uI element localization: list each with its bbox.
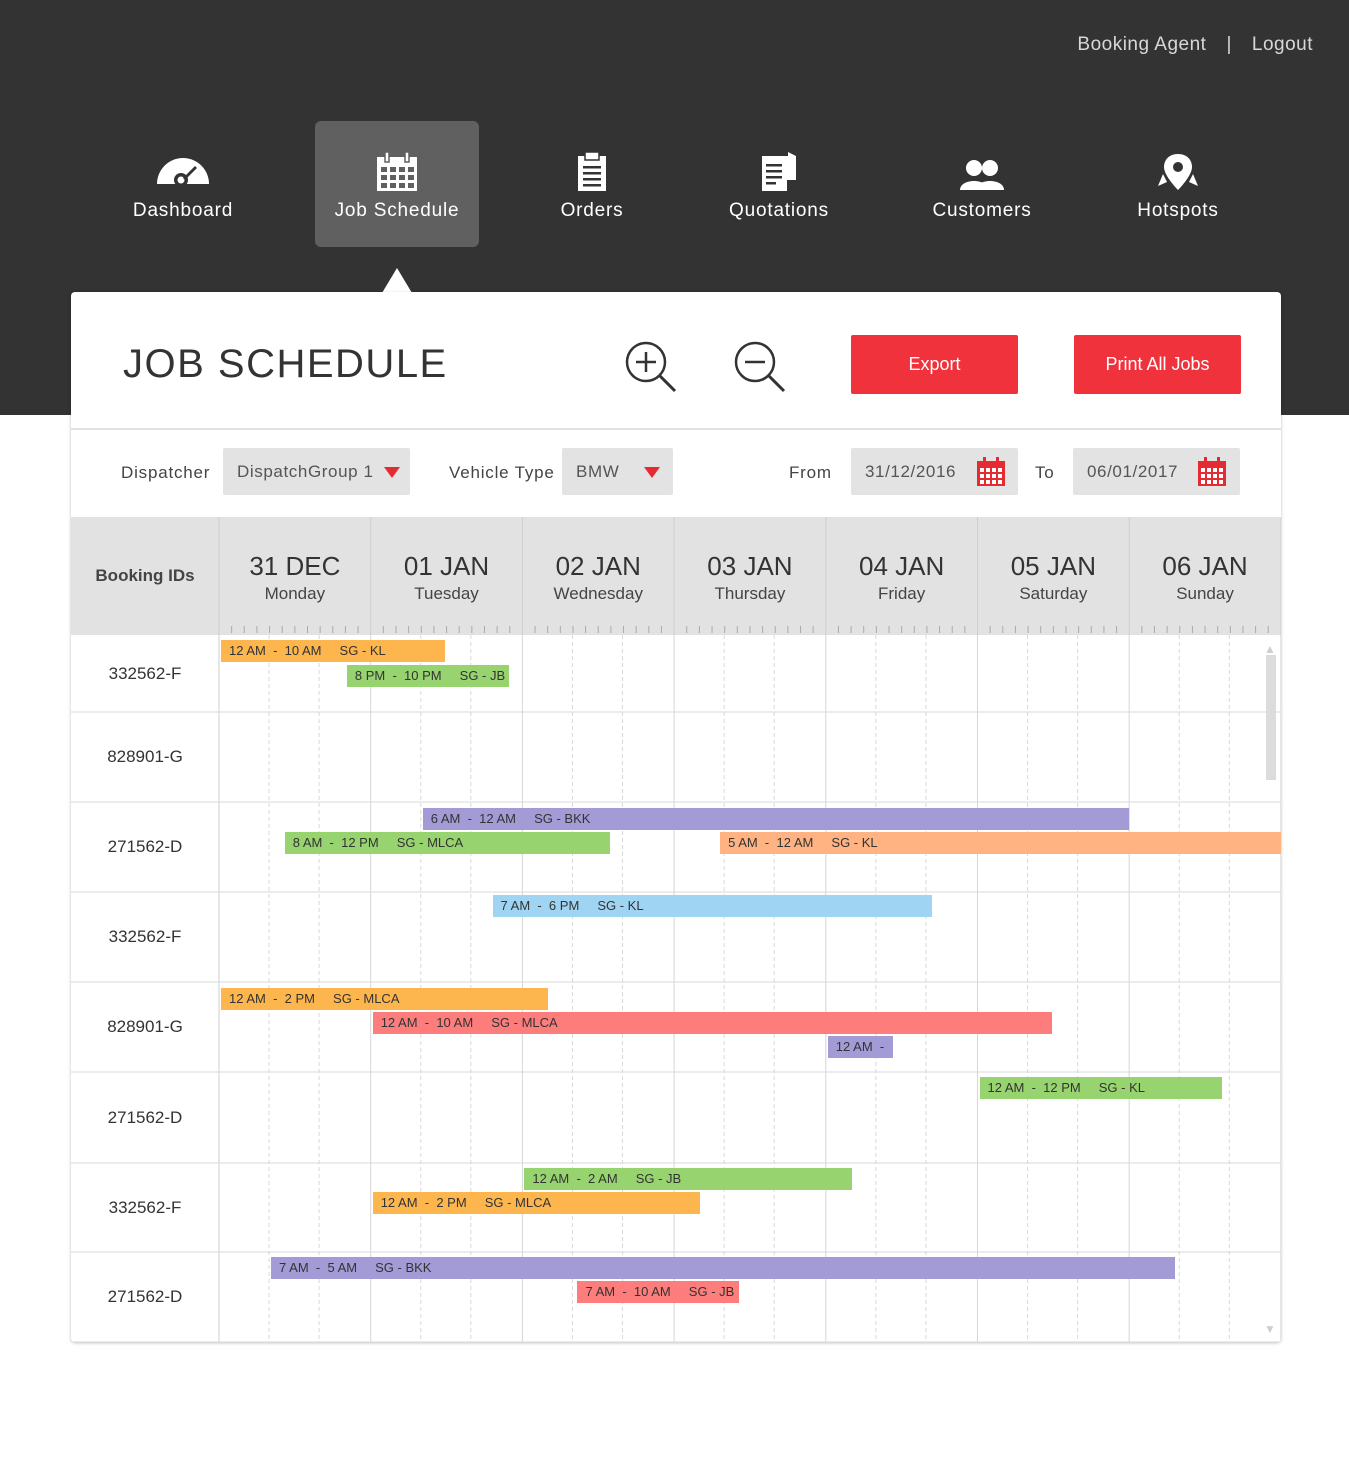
job-bar[interactable]: 7 AM - 6 PM SG - KL bbox=[492, 895, 932, 917]
day-date: 04 JAN bbox=[859, 551, 945, 581]
day-date: 01 JAN bbox=[403, 551, 490, 581]
to-label: To bbox=[1035, 463, 1055, 482]
day-date: 05 JAN bbox=[1010, 551, 1096, 581]
nav-label: Customers bbox=[932, 200, 1032, 221]
job-bar[interactable]: 7 AM - 10 AM SG - JB bbox=[577, 1281, 740, 1303]
booking-id[interactable]: 332562-F bbox=[108, 927, 182, 946]
header-divider bbox=[71, 428, 1281, 430]
from-label: From bbox=[789, 463, 832, 482]
job-bar[interactable]: 5 AM - 12 AM SG - KL bbox=[720, 832, 1281, 854]
calendar-icon bbox=[376, 151, 418, 198]
booking-id[interactable]: 828901-G bbox=[107, 1017, 183, 1036]
job-bar[interactable]: 7 AM - 5 AM SG - BKK bbox=[271, 1257, 1175, 1279]
booking-ids-header: Booking IDs bbox=[95, 566, 195, 585]
active-nav-pointer bbox=[382, 268, 412, 293]
day-weekday: Monday bbox=[264, 584, 326, 603]
nav-item-dashboard[interactable]: Dashboard bbox=[101, 121, 265, 247]
vehicle-type-value: BMW bbox=[576, 462, 620, 481]
logout-link[interactable]: Logout bbox=[1251, 34, 1313, 55]
day-header: 31 DEC Monday bbox=[219, 517, 371, 635]
booking-id[interactable]: 828901-G bbox=[107, 747, 183, 766]
user-bar: Booking Agent | Logout bbox=[1077, 34, 1313, 56]
job-bar[interactable]: 12 AM - 10 AM SG - KL bbox=[221, 640, 446, 662]
scrollbar-thumb[interactable] bbox=[1266, 655, 1276, 780]
gauge-icon bbox=[155, 152, 211, 198]
day-header: 05 JAN Saturday bbox=[978, 517, 1130, 635]
dispatcher-label: Dispatcher bbox=[121, 463, 211, 482]
scroll-up-arrow[interactable]: ▲ bbox=[1264, 642, 1276, 656]
nav-label: Quotations bbox=[729, 200, 829, 221]
nav-item-job-schedule[interactable]: Job Schedule bbox=[315, 121, 479, 247]
zoom-in-icon[interactable] bbox=[624, 340, 678, 399]
day-weekday: Thursday bbox=[714, 584, 786, 603]
job-schedule-card: JOB SCHEDULE Export Print All Jobs Dispa… bbox=[71, 292, 1281, 1342]
zoom-out-icon[interactable] bbox=[733, 340, 787, 399]
page-title: JOB SCHEDULE bbox=[123, 342, 448, 386]
calendar-icon[interactable] bbox=[976, 457, 1006, 505]
nav-label: Orders bbox=[560, 200, 624, 221]
day-weekday: Tuesday bbox=[414, 584, 479, 603]
nav-item-orders[interactable]: Orders bbox=[510, 121, 674, 247]
chevron-down-icon bbox=[384, 467, 400, 478]
day-weekday: Sunday bbox=[1176, 584, 1234, 603]
booking-id[interactable]: 332562-F bbox=[108, 1197, 182, 1217]
scroll-down-arrow[interactable]: ▼ bbox=[1264, 1322, 1276, 1336]
clipboard-icon bbox=[577, 151, 607, 198]
booking-id[interactable]: 271562-D bbox=[107, 1107, 183, 1127]
user-role-link[interactable]: Booking Agent bbox=[1077, 34, 1207, 55]
to-date-value: 06/01/2017 bbox=[1087, 462, 1179, 481]
dispatcher-value: DispatchGroup 1 bbox=[237, 462, 374, 481]
nav-item-quotations[interactable]: Quotations bbox=[697, 121, 861, 247]
job-bar[interactable]: 12 AM - 2 AM SG - JB bbox=[524, 1168, 852, 1190]
day-date: 03 JAN bbox=[707, 551, 793, 581]
job-bar[interactable]: 6 AM - 12 AM SG - BKK bbox=[422, 808, 1130, 830]
job-bar[interactable]: 8 PM - 10 PM SG - JB bbox=[346, 665, 509, 687]
booking-id[interactable]: 332562-F bbox=[108, 663, 182, 683]
calendar-icon[interactable] bbox=[1197, 457, 1227, 505]
day-header: 06 JAN Sunday bbox=[1129, 517, 1281, 635]
day-header: 03 JAN Thursday bbox=[674, 517, 826, 635]
nav-label: Dashboard bbox=[132, 200, 234, 221]
day-date: 02 JAN bbox=[555, 551, 641, 581]
job-bar[interactable]: 12 AM - 2 PM SG - MLCA bbox=[221, 988, 549, 1010]
nav-label: Job Schedule bbox=[334, 200, 460, 221]
document-icon bbox=[761, 152, 797, 198]
day-header: 02 JAN Wednesday bbox=[522, 517, 674, 635]
job-bar[interactable]: 8 AM - 12 PM SG - MLCA bbox=[284, 832, 611, 854]
vehicle-type-label: Vehicle Type bbox=[449, 463, 555, 482]
users-icon bbox=[960, 152, 1004, 198]
booking-id[interactable]: 271562-D bbox=[107, 1287, 183, 1306]
vehicle-type-select[interactable]: BMW bbox=[562, 448, 673, 495]
from-date-field[interactable]: 31/12/2016 bbox=[851, 448, 1018, 495]
dispatcher-select[interactable]: DispatchGroup 1 bbox=[223, 448, 410, 495]
job-bar[interactable]: 12 AM - 2 PM SG - MLCA bbox=[372, 1192, 700, 1214]
from-date-value: 31/12/2016 bbox=[865, 462, 957, 481]
day-date: 06 JAN bbox=[1162, 551, 1248, 581]
day-weekday: Friday bbox=[878, 584, 926, 603]
day-header: 01 JAN Tuesday bbox=[371, 517, 523, 635]
to-date-field[interactable]: 06/01/2017 bbox=[1073, 448, 1240, 495]
export-button[interactable]: Export bbox=[851, 335, 1018, 394]
user-bar-separator: | bbox=[1226, 34, 1232, 55]
day-date: 31 DEC bbox=[249, 551, 341, 581]
booking-id[interactable]: 271562-D bbox=[107, 837, 183, 856]
job-bar[interactable]: 12 AM - 10 AM SG - MLCA bbox=[372, 1012, 1052, 1034]
job-bar[interactable]: 12 AM - bbox=[827, 1036, 893, 1058]
job-bar[interactable]: 12 AM - 12 PM SG - KL bbox=[979, 1077, 1222, 1099]
schedule-header: Booking IDs 31 DEC Monday 01 JAN Tuesday 02 … bbox=[71, 517, 1281, 635]
print-all-jobs-button[interactable]: Print All Jobs bbox=[1074, 335, 1241, 394]
day-weekday: Saturday bbox=[1019, 584, 1088, 603]
nav-item-hotspots[interactable]: Hotspots bbox=[1096, 121, 1260, 247]
day-weekday: Wednesday bbox=[553, 584, 643, 603]
chevron-down-icon bbox=[644, 467, 660, 478]
map-pin-icon bbox=[1157, 152, 1199, 198]
nav-item-customers[interactable]: Customers bbox=[900, 121, 1064, 247]
nav-label: Hotspots bbox=[1137, 200, 1219, 221]
day-header: 04 JAN Friday bbox=[826, 517, 978, 635]
